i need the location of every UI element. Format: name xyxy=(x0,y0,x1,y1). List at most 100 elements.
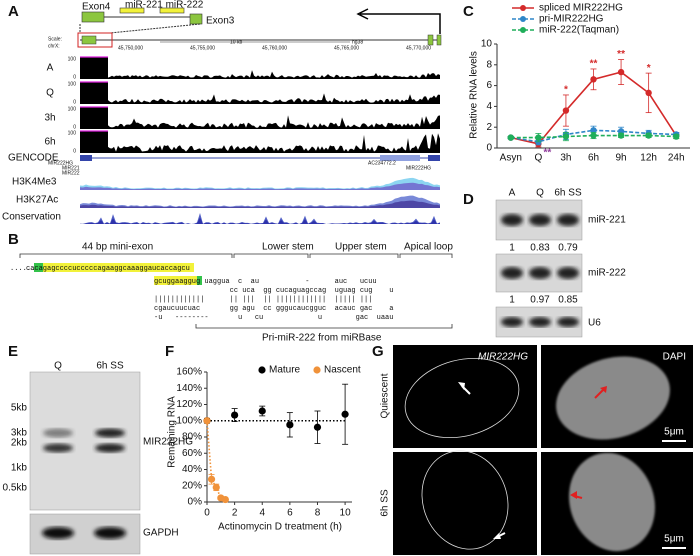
exon-label: Exon3 xyxy=(206,16,235,27)
x-tick-label: 6 xyxy=(287,508,293,519)
marker xyxy=(617,68,625,76)
annotation: ** xyxy=(543,147,551,158)
chr-label: chrX: xyxy=(48,43,60,49)
track-label: Q xyxy=(46,88,54,99)
track-scale: 0 xyxy=(73,74,76,80)
x-tick-label: Asyn xyxy=(500,153,522,164)
y-tick-label: 8 xyxy=(486,59,492,70)
row-label: Quiescent xyxy=(380,373,391,418)
blot-label: miR-222 xyxy=(588,268,626,279)
lane-label: Q xyxy=(536,188,544,199)
y-tick-label: 4 xyxy=(486,101,492,112)
hairpin-row: -u -------- u cu u gac uaau xyxy=(154,314,393,322)
exon-box xyxy=(81,35,97,45)
legend-swatch xyxy=(313,366,321,374)
track-label: 6h xyxy=(44,137,55,148)
x-tick-label: 2 xyxy=(232,508,238,519)
assembly-label: hg38 xyxy=(352,39,363,45)
y-tick-label: 0 xyxy=(486,143,492,154)
legend-swatch xyxy=(520,27,526,33)
zoom-guide xyxy=(109,23,201,34)
band xyxy=(94,527,126,539)
lane-label: Q xyxy=(54,361,62,372)
track-scale: 100 xyxy=(68,56,77,62)
hairpin-row: |||||||||||| || ||| || |||||||||||| ||||… xyxy=(154,296,372,304)
track-scale: 100 xyxy=(68,130,77,136)
track-scale: 100 xyxy=(68,106,77,112)
row-label: 6h SS xyxy=(380,489,391,517)
y-tick-label: 10 xyxy=(481,39,493,50)
point xyxy=(231,411,239,419)
lane-label: 6h SS xyxy=(96,361,124,372)
mirna-box xyxy=(159,7,185,14)
size-marker: 3kb xyxy=(11,428,28,439)
point xyxy=(221,495,229,504)
track-label: GENCODE xyxy=(8,153,59,164)
bracket xyxy=(309,253,399,258)
sequence: cacagagccccucccccagaaggcaaaggaucaccagcu xyxy=(26,265,190,273)
band xyxy=(43,428,73,438)
panel-label: F xyxy=(165,343,174,360)
point xyxy=(313,423,322,431)
signal-track xyxy=(80,212,440,224)
y-tick-label: 20% xyxy=(182,480,202,491)
track-scale: 100 xyxy=(68,81,77,87)
region-label: 44 bp mini-exon xyxy=(82,242,153,253)
scale-label: Scale: xyxy=(48,36,62,42)
sequence: ...... xyxy=(10,265,35,273)
arrow-head xyxy=(458,382,465,390)
marker xyxy=(645,132,652,139)
quantification: 0.97 xyxy=(530,295,550,306)
marker xyxy=(507,134,514,141)
track-label: A xyxy=(47,63,54,74)
track-label: H3K27Ac xyxy=(16,195,58,206)
marker xyxy=(535,134,542,141)
band xyxy=(501,317,523,327)
y-tick-label: 80% xyxy=(182,432,202,443)
mirna-label: miR-221 miR-222 xyxy=(125,0,204,11)
band xyxy=(529,214,551,226)
size-marker: 0.5kb xyxy=(3,483,28,494)
bracket xyxy=(233,253,309,258)
arrow-head xyxy=(570,491,577,499)
marker xyxy=(645,89,652,97)
band xyxy=(529,317,551,327)
legend-label: Nascent xyxy=(324,365,361,376)
blot-label: miR-221 xyxy=(588,215,626,226)
mirna-box xyxy=(119,7,145,14)
quantification: 0.79 xyxy=(558,243,578,254)
track-label: Conservation xyxy=(2,212,61,223)
point xyxy=(203,417,211,425)
hairpin-row: cc uca gg cucaguagccag uguag cug u xyxy=(154,287,393,295)
band xyxy=(501,267,523,279)
x-tick-label: 0 xyxy=(204,508,210,519)
highlight xyxy=(197,276,202,285)
point xyxy=(258,407,266,415)
band xyxy=(557,214,579,226)
nucleus-outline xyxy=(404,357,520,439)
panel-label: B xyxy=(8,231,19,248)
y-tick-label: 40% xyxy=(182,464,202,475)
micrograph xyxy=(393,345,537,448)
x-tick-label: 4 xyxy=(259,508,265,519)
gene-exon xyxy=(380,155,420,161)
exon-box xyxy=(436,34,442,46)
annotation: * xyxy=(647,63,651,74)
gene-label: MIR222HG xyxy=(406,165,431,171)
lane-label: A xyxy=(509,188,516,199)
blot xyxy=(29,371,141,511)
micrograph xyxy=(393,452,537,555)
quantification: 1 xyxy=(509,295,515,306)
legend-label: pri-MIR222HG xyxy=(539,14,604,25)
region-label: Apical loop xyxy=(404,242,453,253)
y-tick-label: 60% xyxy=(182,448,202,459)
exon-box xyxy=(189,13,203,25)
coordinate: 45,770,000 xyxy=(406,45,431,51)
coverage-track xyxy=(80,131,440,153)
legend-label: miR-222(Taqman) xyxy=(539,25,619,36)
annotation: ** xyxy=(617,49,625,60)
coverage-track xyxy=(80,107,440,129)
gene-label: MIR222 xyxy=(62,170,80,176)
blot-label: GAPDH xyxy=(143,528,179,539)
